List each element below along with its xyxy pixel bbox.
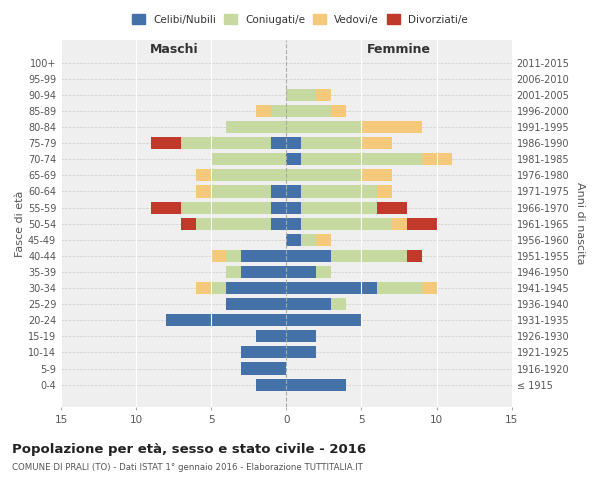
Bar bbox=[422, 282, 437, 294]
Bar bbox=[241, 346, 286, 358]
Bar bbox=[286, 121, 361, 133]
Bar bbox=[211, 154, 286, 166]
Bar bbox=[181, 202, 271, 213]
Bar bbox=[196, 170, 211, 181]
Bar bbox=[286, 250, 331, 262]
Bar bbox=[316, 89, 331, 101]
Bar bbox=[196, 186, 211, 198]
Bar bbox=[256, 378, 286, 390]
Text: Femmine: Femmine bbox=[367, 44, 431, 57]
Bar bbox=[286, 137, 301, 149]
Bar bbox=[226, 250, 241, 262]
Bar bbox=[301, 186, 377, 198]
Bar bbox=[407, 218, 437, 230]
Bar bbox=[361, 170, 392, 181]
Bar bbox=[331, 298, 346, 310]
Bar bbox=[226, 298, 286, 310]
Bar bbox=[286, 186, 301, 198]
Bar bbox=[361, 121, 422, 133]
Bar bbox=[226, 266, 241, 278]
Bar bbox=[271, 218, 286, 230]
Bar bbox=[286, 266, 316, 278]
Text: Maschi: Maschi bbox=[149, 44, 198, 57]
Bar bbox=[331, 105, 346, 117]
Bar bbox=[377, 202, 407, 213]
Bar bbox=[211, 170, 286, 181]
Bar bbox=[271, 137, 286, 149]
Bar bbox=[181, 218, 196, 230]
Bar bbox=[331, 250, 407, 262]
Bar bbox=[301, 137, 361, 149]
Bar bbox=[407, 250, 422, 262]
Y-axis label: Anni di nascita: Anni di nascita bbox=[575, 182, 585, 265]
Bar bbox=[286, 170, 361, 181]
Bar bbox=[151, 137, 181, 149]
Bar bbox=[151, 202, 181, 213]
Bar bbox=[316, 266, 331, 278]
Bar bbox=[196, 282, 211, 294]
Bar bbox=[286, 378, 346, 390]
Bar bbox=[256, 330, 286, 342]
Bar bbox=[301, 234, 316, 246]
Bar bbox=[392, 218, 407, 230]
Bar bbox=[286, 154, 301, 166]
Bar bbox=[271, 202, 286, 213]
Bar bbox=[286, 330, 316, 342]
Legend: Celibi/Nubili, Coniugati/e, Vedovi/e, Divorziati/e: Celibi/Nubili, Coniugati/e, Vedovi/e, Di… bbox=[128, 10, 472, 29]
Text: COMUNE DI PRALI (TO) - Dati ISTAT 1° gennaio 2016 - Elaborazione TUTTITALIA.IT: COMUNE DI PRALI (TO) - Dati ISTAT 1° gen… bbox=[12, 462, 363, 471]
Bar bbox=[226, 121, 286, 133]
Bar bbox=[196, 218, 271, 230]
Bar bbox=[286, 234, 301, 246]
Text: Popolazione per età, sesso e stato civile - 2016: Popolazione per età, sesso e stato civil… bbox=[12, 442, 366, 456]
Bar bbox=[377, 186, 392, 198]
Bar bbox=[286, 298, 331, 310]
Bar bbox=[271, 186, 286, 198]
Bar bbox=[226, 282, 286, 294]
Bar bbox=[241, 266, 286, 278]
Bar bbox=[316, 234, 331, 246]
Bar bbox=[286, 314, 361, 326]
Bar bbox=[301, 202, 377, 213]
Bar bbox=[211, 250, 226, 262]
Bar bbox=[271, 105, 286, 117]
Bar bbox=[241, 250, 286, 262]
Y-axis label: Fasce di età: Fasce di età bbox=[15, 190, 25, 257]
Bar bbox=[286, 89, 316, 101]
Bar bbox=[422, 154, 452, 166]
Bar bbox=[286, 105, 331, 117]
Bar bbox=[301, 218, 392, 230]
Bar bbox=[211, 282, 226, 294]
Bar bbox=[286, 346, 316, 358]
Bar bbox=[301, 154, 422, 166]
Bar bbox=[286, 218, 301, 230]
Bar bbox=[377, 282, 422, 294]
Bar bbox=[286, 202, 301, 213]
Bar bbox=[241, 362, 286, 374]
Bar bbox=[286, 282, 377, 294]
Bar bbox=[166, 314, 286, 326]
Bar bbox=[181, 137, 271, 149]
Bar bbox=[361, 137, 392, 149]
Bar bbox=[256, 105, 271, 117]
Bar bbox=[211, 186, 271, 198]
